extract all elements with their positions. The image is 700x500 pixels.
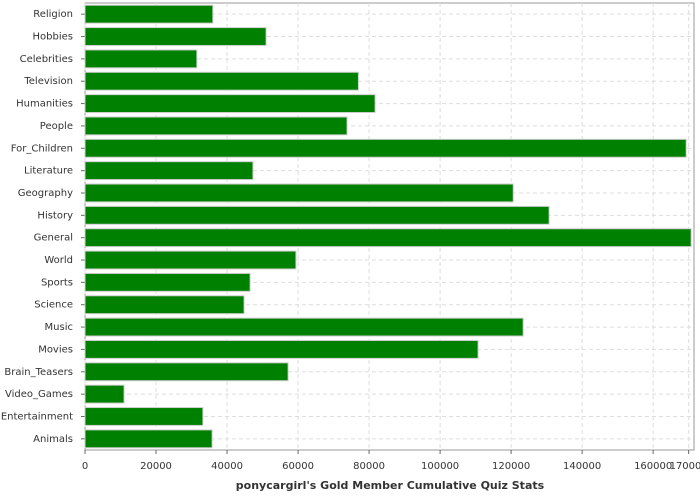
bar [84,49,198,69]
bar [84,71,359,91]
x-tick-label: 100000 [421,461,459,472]
y-tick-label: Celebrities [20,54,73,65]
x-axis-label: ponycargirl's Gold Member Cumulative Qui… [236,479,545,492]
y-tick-label: Science [34,300,73,311]
y-tick-label: World [44,255,73,266]
y-tick-label: Animals [33,434,73,445]
bar [84,407,204,426]
x-tick-label: 120000 [492,461,530,472]
y-tick-label: Sports [41,277,73,288]
y-tick-label: Entertainment [1,411,73,422]
bar [84,317,524,337]
bar [84,183,514,203]
y-tick-label: People [40,121,73,132]
x-tick-label: 20000 [140,461,172,472]
y-tick-label: General [34,233,73,244]
y-tick-label: Humanities [16,99,73,110]
bar [84,272,251,292]
y-tick-label: Geography [18,188,73,199]
bar [84,228,692,248]
bar [84,339,479,359]
y-tick-label: Movies [38,344,73,355]
y-tick-label: For_Children [11,143,73,154]
y-tick-label: Brain_Teasers [4,367,73,378]
y-tick-label: Video_Games [5,389,73,400]
x-tick-label: 60000 [282,461,314,472]
bar [84,250,297,270]
bar [84,161,254,181]
x-tick-label: 40000 [211,461,243,472]
x-tick-label: 140000 [563,461,601,472]
bar [84,205,550,225]
x-tick-label: 80000 [353,461,385,472]
y-tick-label: Religion [33,9,73,20]
x-tick-label: 0 [82,461,88,472]
y-tick-label: Literature [24,166,73,177]
y-tick-label: History [37,210,73,221]
bar [84,94,376,114]
bar [84,429,213,449]
bar [84,116,348,136]
plot-area [84,2,695,451]
bar [84,384,125,404]
x-tick-label: 170000 [670,461,700,472]
bar [84,138,687,158]
bar [84,295,245,315]
bar [84,4,214,24]
bar [84,27,267,46]
y-tick-label: Hobbies [33,32,73,43]
x-tick-label: 160000 [634,461,672,472]
bar [84,362,289,382]
y-tick-label: Television [23,76,73,87]
y-tick-label: Music [45,322,73,333]
